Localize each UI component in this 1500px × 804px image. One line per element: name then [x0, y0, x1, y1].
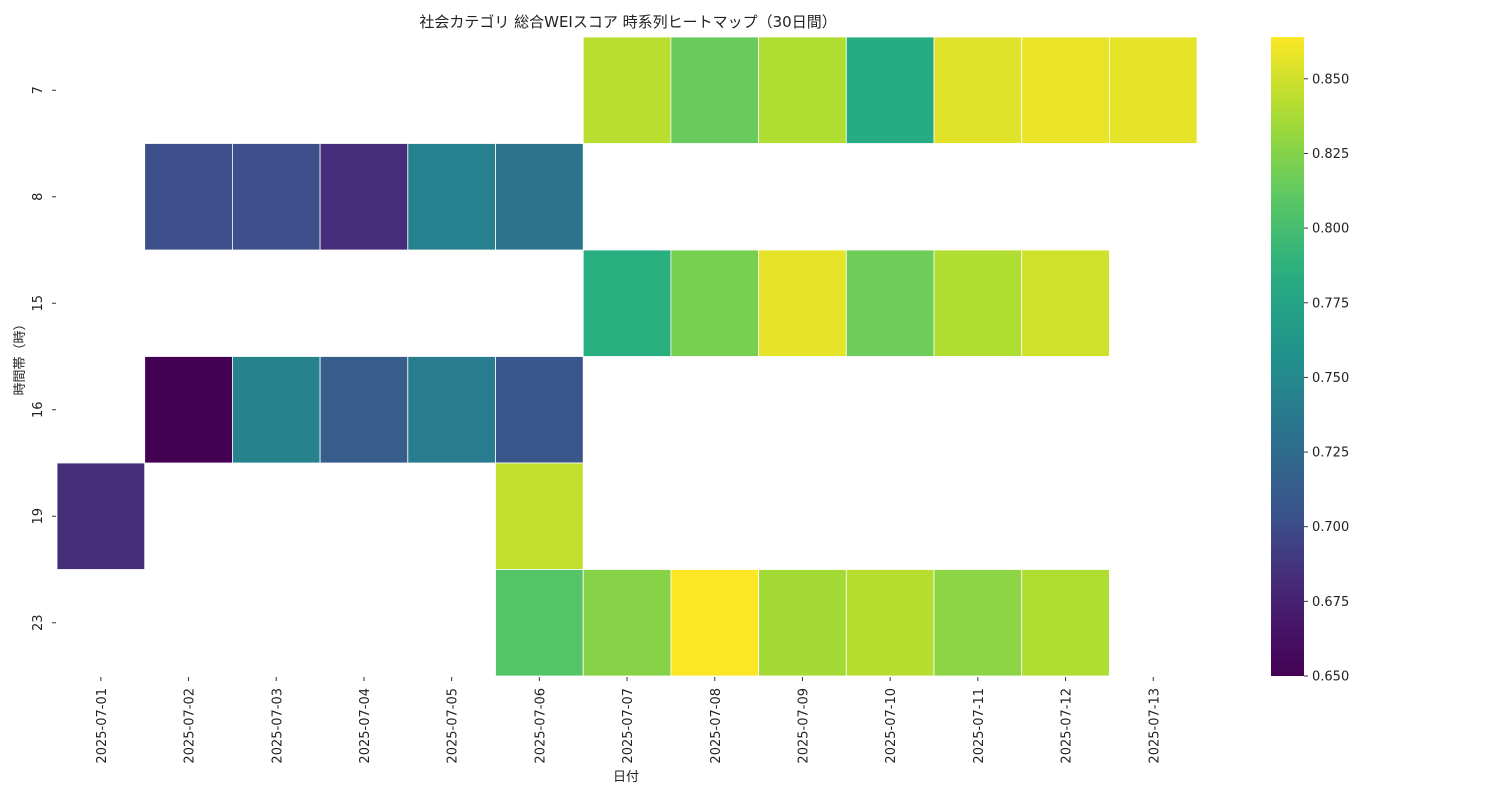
y-tick-label: 23 — [31, 614, 46, 631]
x-tick-label: 2025-07-04 — [358, 688, 373, 764]
heatmap-cell — [231, 356, 321, 464]
colorbar-tick-label: 0.700 — [1312, 520, 1349, 535]
heatmap-cell — [144, 356, 233, 464]
chart-title: 社会カテゴリ 総合WEIスコア 時系列ヒートマップ（30日間） — [419, 13, 836, 31]
colorbar-tick-label: 0.650 — [1312, 670, 1349, 685]
heatmap-cell — [670, 249, 760, 357]
colorbar-tick-label: 0.725 — [1312, 446, 1349, 461]
heatmap-cell — [319, 143, 409, 251]
y-tick-label: 8 — [31, 193, 46, 201]
heatmap-cell — [495, 462, 584, 570]
colorbar-tick-label: 0.800 — [1312, 222, 1349, 237]
x-tick-label: 2025-07-08 — [709, 688, 724, 764]
heatmap-cell — [407, 143, 496, 251]
colorbar-tick-label: 0.675 — [1312, 595, 1349, 610]
colorbar-tick-label: 0.775 — [1312, 296, 1349, 311]
heatmap-cell — [1021, 569, 1110, 677]
colorbar-tick-label: 0.825 — [1312, 147, 1349, 162]
y-tick-label: 15 — [31, 295, 46, 312]
heatmap-cell — [1021, 249, 1110, 357]
heatmap-cell — [582, 569, 672, 677]
heatmap-cell — [758, 36, 847, 144]
heatmap-cell — [933, 249, 1023, 357]
heatmap-cell — [231, 143, 321, 251]
heatmap-cell — [845, 249, 935, 357]
heatmap-cell — [582, 36, 672, 144]
colorbar-tick-label: 0.850 — [1312, 72, 1349, 87]
heatmap-cell — [495, 569, 584, 677]
heatmap-cell — [407, 356, 496, 464]
heatmap-cell — [758, 569, 847, 677]
x-tick-label: 2025-07-05 — [446, 688, 461, 764]
heatmap-cell — [758, 249, 847, 357]
heatmap-cell — [319, 356, 409, 464]
heatmap-cell — [495, 356, 584, 464]
y-tick-label: 19 — [31, 508, 46, 525]
heatmap-cell — [670, 569, 760, 677]
x-tick-label: 2025-07-02 — [183, 688, 198, 764]
heatmap-cell — [56, 462, 146, 570]
heatmap-cell — [1021, 36, 1110, 144]
y-axis-label: 時間帯（時） — [13, 317, 28, 395]
heatmap-cell — [1109, 36, 1198, 144]
heatmap-cell — [933, 36, 1023, 144]
heatmap-cell — [845, 569, 935, 677]
heatmap-cell — [144, 143, 233, 251]
heatmap-cell — [845, 36, 935, 144]
x-tick-label: 2025-07-01 — [95, 688, 110, 764]
x-tick-label: 2025-07-09 — [796, 688, 811, 764]
y-tick-label: 7 — [31, 86, 46, 94]
x-tick-label: 2025-07-13 — [1147, 688, 1162, 764]
y-tick-label: 16 — [31, 401, 46, 418]
x-tick-label: 2025-07-10 — [884, 688, 899, 764]
heatmap-cell — [670, 36, 760, 144]
heatmap-cell — [582, 249, 672, 357]
x-axis-label: 日付 — [613, 770, 639, 785]
heatmap-cell — [495, 143, 584, 251]
x-tick-label: 2025-07-07 — [621, 688, 636, 764]
x-tick-label: 2025-07-12 — [1060, 688, 1075, 764]
x-tick-label: 2025-07-03 — [270, 688, 285, 764]
colorbar-tick-label: 0.750 — [1312, 371, 1349, 386]
x-tick-label: 2025-07-06 — [533, 688, 548, 764]
x-tick-label: 2025-07-11 — [972, 688, 987, 764]
colorbar — [1271, 37, 1304, 676]
heatmap-cell — [933, 569, 1023, 677]
